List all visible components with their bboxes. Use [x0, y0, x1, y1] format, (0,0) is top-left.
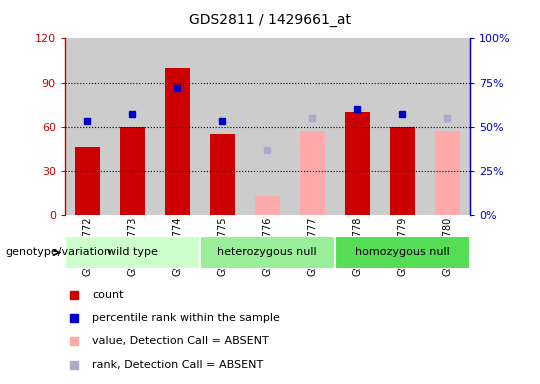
Bar	[255, 196, 280, 215]
Bar	[65, 38, 110, 215]
Text: count: count	[92, 290, 124, 300]
Bar	[380, 38, 425, 215]
Bar	[120, 127, 145, 215]
Bar	[345, 112, 370, 215]
Text: genotype/variation: genotype/variation	[5, 247, 111, 258]
Bar	[290, 38, 335, 215]
Text: percentile rank within the sample: percentile rank within the sample	[92, 313, 280, 323]
Bar	[335, 38, 380, 215]
Text: value, Detection Call = ABSENT: value, Detection Call = ABSENT	[92, 336, 269, 346]
Bar	[200, 38, 245, 215]
Text: heterozygous null: heterozygous null	[218, 247, 317, 258]
Text: homozygous null: homozygous null	[355, 247, 450, 258]
Bar	[435, 131, 460, 215]
Bar	[300, 131, 325, 215]
Bar	[75, 147, 100, 215]
Bar	[245, 38, 290, 215]
Bar	[65, 236, 200, 269]
Bar	[335, 236, 470, 269]
Bar	[110, 38, 155, 215]
Bar	[425, 38, 470, 215]
Text: wild type: wild type	[107, 247, 158, 258]
Bar	[200, 236, 335, 269]
Bar	[210, 134, 235, 215]
Bar	[155, 38, 200, 215]
Text: rank, Detection Call = ABSENT: rank, Detection Call = ABSENT	[92, 359, 264, 370]
Text: GDS2811 / 1429661_at: GDS2811 / 1429661_at	[189, 13, 351, 27]
Bar	[390, 127, 415, 215]
Bar	[165, 68, 190, 215]
